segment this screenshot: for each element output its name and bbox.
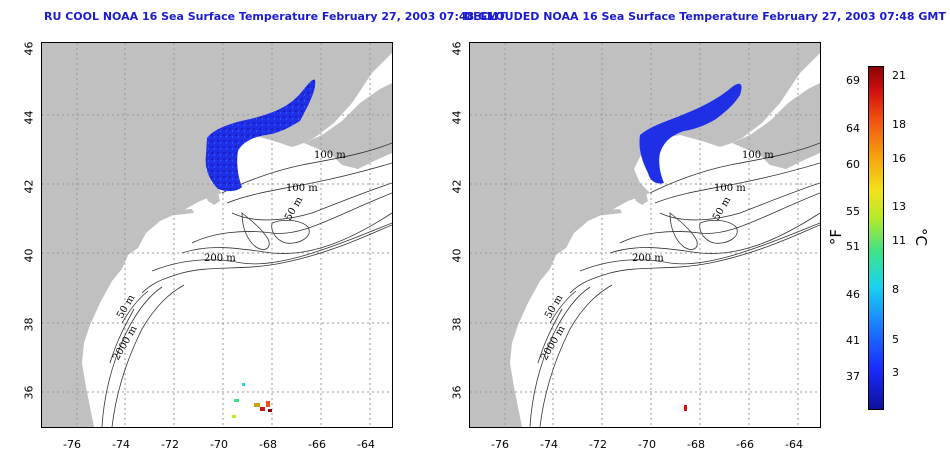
y-tick-label: 36 <box>450 385 464 400</box>
contour-label: 50 m <box>283 195 305 223</box>
sst-warm-spots <box>232 383 272 418</box>
celsius-unit-label: °C <box>911 228 930 246</box>
y-tick-label: 44 <box>450 110 464 125</box>
right-map-svg: 100 m 100 m 50 m 200 m 50 m 2000 m <box>470 43 820 427</box>
x-tick-label: -70 <box>638 438 656 451</box>
y-tick-label: 38 <box>22 317 36 332</box>
land-cape-cod <box>204 189 220 205</box>
sst-cold-patch <box>639 83 742 184</box>
fahrenheit-tick: 60 <box>846 158 860 171</box>
land-mainland <box>42 43 392 427</box>
celsius-tick: 11 <box>892 234 906 247</box>
sst-cold-patch <box>205 79 316 192</box>
land-cape-cod <box>632 189 648 205</box>
contour-label: 100 m <box>314 150 346 161</box>
y-tick-label: 40 <box>450 248 464 263</box>
left-map-svg: 100 m 100 m 50 m 200 m 50 m 2000 m <box>42 43 392 427</box>
y-tick-label: 46 <box>450 41 464 56</box>
y-tick-label: 38 <box>450 317 464 332</box>
y-tick-label: 40 <box>22 248 36 263</box>
x-tick-label: -70 <box>210 438 228 451</box>
celsius-tick: 5 <box>892 333 899 346</box>
x-tick-label: -76 <box>63 438 81 451</box>
fahrenheit-tick: 37 <box>846 370 860 383</box>
y-tick-label: 44 <box>22 110 36 125</box>
bathymetry-contours <box>529 142 820 427</box>
left-panel-title: RU COOL NOAA 16 Sea Surface Temperature … <box>44 10 506 23</box>
fahrenheit-tick: 51 <box>846 240 860 253</box>
fahrenheit-tick: 41 <box>846 334 860 347</box>
contour-label: 200 m <box>632 253 664 264</box>
celsius-tick: 8 <box>892 283 899 296</box>
fahrenheit-tick: 46 <box>846 288 860 301</box>
x-tick-label: -76 <box>491 438 509 451</box>
bathymetry-contours <box>101 142 392 427</box>
contour-label: 100 m <box>286 183 318 194</box>
contour-label: 100 m <box>742 150 774 161</box>
right-sst-map: 100 m 100 m 50 m 200 m 50 m 2000 m <box>469 42 821 428</box>
x-tick-label: -64 <box>357 438 375 451</box>
land-long-island <box>138 209 194 219</box>
sst-warm-spot <box>684 405 687 411</box>
y-tick-label: 42 <box>22 179 36 194</box>
celsius-tick: 18 <box>892 118 906 131</box>
right-panel-title: DECLOUDED NOAA 16 Sea Surface Temperatur… <box>464 10 946 23</box>
x-tick-label: -74 <box>112 438 130 451</box>
x-tick-label: -64 <box>785 438 803 451</box>
contour-label: 100 m <box>714 183 746 194</box>
contour-label: 50 m <box>711 195 733 223</box>
y-tick-label: 46 <box>22 41 36 56</box>
x-tick-label: -66 <box>308 438 326 451</box>
grid-lines <box>470 43 820 427</box>
x-tick-label: -68 <box>259 438 277 451</box>
temperature-colorbar <box>868 66 884 410</box>
land-mainland <box>470 43 820 427</box>
x-tick-label: -74 <box>540 438 558 451</box>
fahrenheit-tick: 69 <box>846 74 860 87</box>
fahrenheit-tick: 64 <box>846 122 860 135</box>
celsius-tick: 13 <box>892 200 906 213</box>
y-tick-label: 36 <box>22 385 36 400</box>
y-tick-label: 42 <box>450 179 464 194</box>
contour-label: 50 m <box>543 293 565 321</box>
celsius-tick: 3 <box>892 366 899 379</box>
land-long-island <box>566 209 622 219</box>
celsius-tick: 21 <box>892 69 906 82</box>
contour-label: 50 m <box>115 293 137 321</box>
fahrenheit-tick: 55 <box>846 205 860 218</box>
celsius-tick: 16 <box>892 152 906 165</box>
x-tick-label: -68 <box>687 438 705 451</box>
x-tick-label: -66 <box>736 438 754 451</box>
x-tick-label: -72 <box>161 438 179 451</box>
fahrenheit-unit-label: °F <box>827 228 846 246</box>
left-sst-map: 100 m 100 m 50 m 200 m 50 m 2000 m <box>41 42 393 428</box>
x-tick-label: -72 <box>589 438 607 451</box>
contour-label: 200 m <box>204 253 236 264</box>
